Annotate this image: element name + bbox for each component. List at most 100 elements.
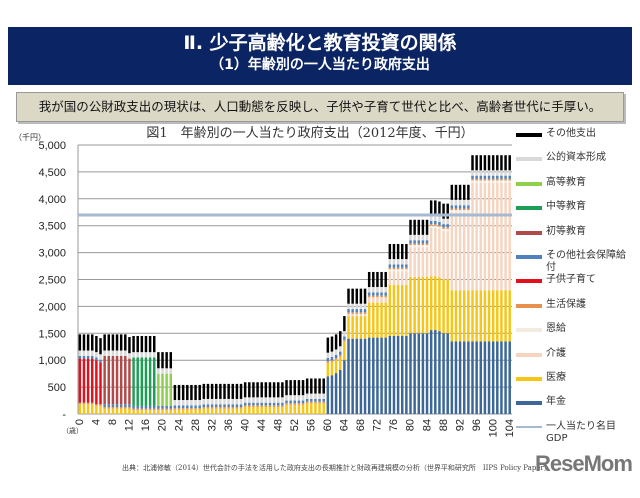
bar-その他社会保障給付-age-51 [289,400,292,404]
x-tick-label: 0 [74,419,86,425]
bar-公的資本形成-age-96 [475,170,478,176]
bar-その他社会保障給付-age-35 [223,404,226,408]
bar-初等教育-age-8 [111,355,115,405]
bar-医療-age-60 [326,362,330,377]
legend-item: 高等教育 [516,177,640,201]
bar-公的資本形成-age-99 [487,170,491,176]
bar-その他社会保障給付-age-62 [334,354,338,359]
bar-介護-age-99 [487,182,491,291]
legend-swatch [516,181,542,186]
bar-年金-age-60 [326,376,330,414]
bar-その他社会保障給付-age-13 [132,405,135,409]
bar-医療-age-3 [91,404,94,414]
bar-その他社会保障給付-age-88 [442,224,445,228]
bar-公的資本形成-age-101 [496,170,499,176]
bar-介護-age-94 [467,212,470,291]
bar-その他支出-age-75 [388,243,392,260]
bar-医療-age-58 [318,403,321,414]
bar-生活保護-age-72 [376,295,379,298]
x-tick-label: 40 [239,419,251,431]
bar-医療-age-57 [314,403,317,414]
bar-公的資本形成-age-10 [119,350,123,356]
bar-初等教育-age-12 [128,358,131,405]
bar-公的資本形成-age-42 [252,397,255,403]
bar-公的資本形成-age-19 [157,368,160,374]
bar-生活保護-age-61 [330,360,334,362]
bar-医療-age-32 [210,408,214,414]
bar-その他支出-age-63 [339,331,342,347]
bar-その他社会保障給付-age-2 [86,355,90,359]
logo: ReseMom [535,451,633,476]
bar-その他社会保障給付-age-72 [376,292,379,296]
bar-年金-age-91 [454,341,458,414]
x-tick-label: 32 [206,419,218,431]
bar-公的資本形成-age-48 [277,397,280,403]
y-tick-label: 3,000 [38,248,66,260]
bar-医療-age-9 [115,408,119,414]
bar-その他支出-age-13 [132,335,135,353]
bar-生活保護-age-23 [173,408,177,410]
bar-その他支出-age-49 [281,382,284,398]
x-tick-label: 80 [405,419,417,431]
bar-その他支出-age-65 [347,288,350,304]
bar-生活保護-age-59 [322,401,325,404]
bar-医療-age-89 [446,279,449,334]
bar-その他支出-age-89 [446,203,449,219]
bar-年金-age-100 [491,341,495,414]
bar-医療-age-98 [483,290,487,342]
legend-item: 中等教育 [516,201,640,225]
bar-公的資本形成-age-35 [223,398,226,405]
bar-公的資本形成-age-93 [463,199,466,206]
bar-公的資本形成-age-49 [281,397,284,403]
bar-その他社会保障給付-age-32 [210,404,214,408]
bar-その他支出-age-87 [438,201,441,217]
bar-公的資本形成-age-53 [297,395,301,401]
bar-その他支出-age-23 [173,384,177,401]
bar-その他支出-age-55 [305,378,309,394]
bar-その他社会保障給付-age-31 [206,404,210,408]
bar-公的資本形成-age-17 [148,352,152,358]
bar-生活保護-age-66 [351,312,354,314]
bar-医療-age-40 [243,407,247,414]
y-tick-label: 500 [48,382,66,394]
bar-その他支出-age-92 [458,184,462,200]
legend-swatch [516,157,542,162]
bar-その他社会保障給付-age-70 [367,292,371,296]
bar-医療-age-12 [128,408,131,414]
bar-その他社会保障給付-age-64 [343,336,346,340]
legend-swatch [516,352,542,357]
bar-その他社会保障給付-age-26 [186,405,189,409]
bar-医療-age-18 [153,410,156,414]
bar-医療-age-81 [413,276,416,334]
bar-生活保護-age-6 [103,407,106,409]
bar-その他支出-age-4 [95,335,98,353]
bar-その他社会保障給付-age-50 [285,400,288,404]
bar-その他支出-age-53 [297,380,301,396]
bar-公的資本形成-age-51 [289,395,292,401]
bar-介護-age-102 [500,182,503,291]
bar-医療-age-79 [405,284,408,336]
x-tick-label: 100 [487,419,499,437]
bar-介護-age-86 [434,227,437,277]
bar-その他社会保障給付-age-81 [413,240,416,244]
bar-生活保護-age-18 [153,408,156,411]
bar-介護-age-91 [454,212,458,291]
bar-医療-age-96 [475,290,478,342]
bar-年金-age-98 [483,341,487,414]
bar-公的資本形成-age-90 [450,199,454,206]
source-note: 出典：北浦修敏（2014）世代会計の手法を活用した政府支出の長期推計と財政再建規… [122,464,551,472]
bar-年金-age-85 [429,330,433,414]
bar-その他社会保障給付-age-30 [202,404,206,408]
bar-その他支出-age-80 [409,219,412,235]
bar-その他社会保障給付-age-60 [326,358,330,362]
bar-その他支出-age-24 [177,384,181,401]
bar-生活保護-age-13 [132,408,135,411]
bar-恩給-age-92 [458,210,462,213]
legend-swatch [516,328,542,333]
bar-公的資本形成-age-75 [388,259,392,265]
bar-生活保護-age-30 [202,407,206,409]
bar-医療-age-56 [310,403,313,414]
bar-医療-age-80 [409,276,412,334]
bar-生活保護-age-29 [198,408,201,410]
bar-介護-age-96 [475,182,478,291]
